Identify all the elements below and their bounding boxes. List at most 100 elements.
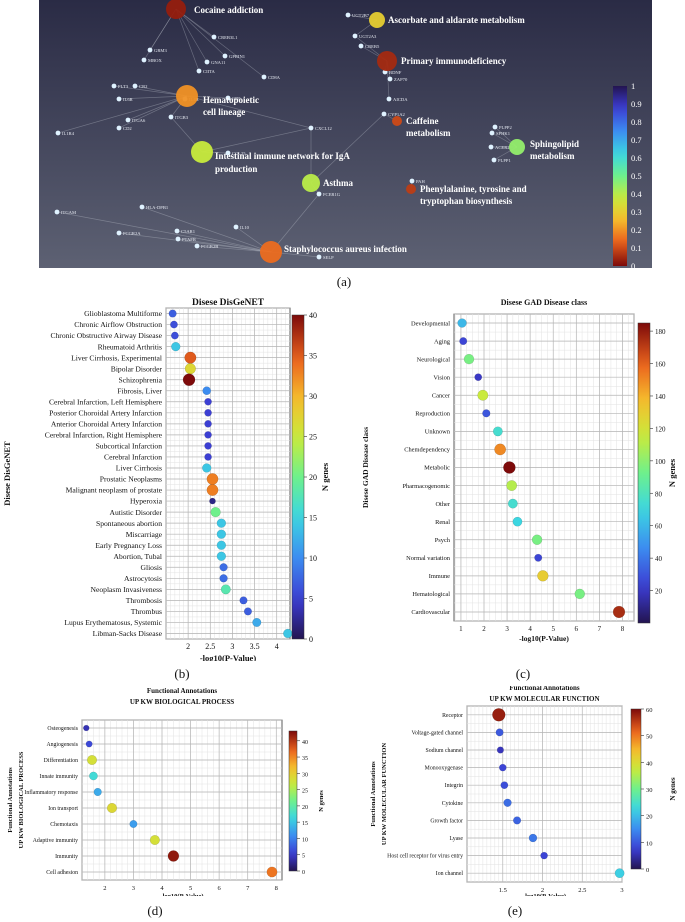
dot-neurological [463,353,475,365]
dot-cerebral-infarction-left-hemisphere [204,398,212,406]
x-tick-label: 1 [459,625,463,633]
x-tick-label: 5 [551,625,555,633]
dot-early-pregnancy-loss [216,540,227,550]
x-tick-label: 6 [575,625,579,633]
dot-metabolic [503,461,516,474]
gene-label-itgb3: ITGB3 [175,115,189,120]
dot-immune [537,570,549,582]
gene-label-ciita: CIITA [203,69,216,74]
panel-b-disgenet: Disese DisGeNET 2 2.5 3 3.5 4 Glioblastoma Mul… [0,293,335,663]
y-label-neurological: Neurological [417,356,451,363]
dot-other [507,498,518,509]
y-label-cell-adhesion: Cell adhesion [46,870,78,876]
gene-node-aicda [386,96,392,102]
pathway-node-primary-immunodeficiency [377,51,397,71]
x-axis-label: -log10(P-Value) [200,653,257,661]
dot-prostatic-neoplasms [206,473,219,485]
dot-integrin [500,781,509,790]
y-label-thrombosis: Thrombosis [126,596,162,605]
y-label-growth-factor: Growth factor [430,817,463,824]
chart-title: Functional Annotations [147,687,217,695]
network-colorbar-tick: 0.7 [631,135,642,145]
gene-node-hla-dpb1 [139,204,145,210]
y-label-early-pregnancy-loss: Early Pregnancy Loss [95,541,162,550]
dot-cerebral-infarction [204,453,212,461]
gene-node-plpp1 [491,157,497,163]
x-tick-label: 2.5 [578,887,586,894]
y-label-neoplasm-invasiveness: Neoplasm Invasiveness [91,585,163,594]
y-label-hyperoxia: Hyperoxia [130,497,163,506]
gene-label-ugt2a3: UGT2A3 [359,34,377,39]
x-tick-label: 3 [505,625,509,633]
y-label-cerebral-infarction-left-hemisphere: Cerebral Infarction, Left Hemisphere [49,397,163,406]
y-label-chemdependency: Chemdependency [404,447,451,454]
pathway-node-ascorbate-and-aldarate-metabolism [369,12,385,28]
dot-normal-variation [534,553,543,562]
network-chart: UGT2B7 CREB3L1 UGT2A3 GRM3 GPRIN1 MBOX GNA11 CR… [39,0,652,271]
x-tick-label: 3 [620,887,623,894]
dot-psych [531,534,543,545]
network-colorbar-tick: 0.4 [631,189,642,199]
x-axis-label: -log10(P-Value) [519,634,569,643]
dot-voltage-gated-channel [495,728,504,737]
gene-node-mbox [141,57,147,63]
y-label-chemotaxis: Chemotaxis [50,822,78,828]
network-edge [270,193,320,253]
dot-miscarriage [216,529,227,539]
grid [165,307,290,640]
dot-rheumatoid-arthritis [171,341,181,352]
gene-node-cd5 [225,95,231,101]
network-colorbar-tick: 0.2 [631,225,642,235]
gene-label-plpp1: PLPP1 [498,158,511,163]
gene-label-fcer1g: FCER1G [323,192,341,197]
y-label-autistic-disorder: Autistic Disorder [109,508,162,517]
gene-label-cd5: CD5 [232,96,241,101]
dot-bipolar-disorder [184,363,196,375]
dot-thrombus [243,607,252,616]
y-label-glioblastoma-multiforme: Glioblastoma Multiforme [84,309,162,318]
network-colorbar-tick: 1 [631,81,635,91]
dot-innate-immunity [89,771,98,781]
y-label-metabolic: Metabolic [424,465,450,472]
gene-node-acer2 [488,144,494,150]
x-tick-label: 2 [186,642,190,651]
y-label-cardiovascular: Cardiovascular [411,609,451,616]
grid [466,705,623,883]
network-colorbar-tick: 0.1 [631,243,642,253]
gene-node-sphk1 [489,130,495,136]
gene-node-il1r4 [55,130,61,136]
y-label-immunity: Immunity [55,854,78,860]
colorbar-label: N genes [320,462,330,491]
colorbar-tick-label: 30 [309,392,317,401]
network-edge [56,211,272,253]
network-edge [201,127,312,153]
gene-node-il10 [233,224,239,230]
network-edge [175,8,200,72]
dot-ion-transport [106,802,118,814]
gene-label-itgam: ITGAM [61,210,76,215]
y-label-unknown: Unknown [425,429,451,436]
gene-label-acer2: ACER2 [495,145,510,150]
y-label-cytokine: Cytokine [442,801,464,807]
dot-lupus-erythematosus-systemic [252,617,262,627]
gene-label-il1r4: IL1R4 [62,131,75,136]
dot-cancer [477,389,489,401]
colorbar-tick-label: 0 [646,867,649,874]
gene-label-creb3l1: CREB3L1 [218,35,238,40]
x-tick-label: 3.5 [250,642,260,651]
gene-label-fcgr2b: FCGR2B [201,244,218,249]
gene-label-bdnf: BDNF [389,70,402,75]
gene-node-ugt2b7 [345,12,351,18]
colorbar-tick-label: 15 [309,514,317,523]
x-axis-label: -log10(P-Value) [523,893,566,896]
dot-aging [459,337,468,346]
colorbar-tick-label: 80 [655,490,663,498]
network-colorbar-tick: 0.6 [631,153,642,163]
gene-label-gna11: GNA11 [211,60,226,65]
panel-e-molecular-function: Functional Annotations UP KW MOLECULAR FU… [355,684,683,900]
chart-title: Functional Annotations [509,686,579,692]
dot-astrocytosis [219,574,228,583]
dot-growth-factor [513,816,522,825]
gene-node-grm3 [147,47,153,53]
dot-liver-cirrhosis-experimental [184,351,197,364]
